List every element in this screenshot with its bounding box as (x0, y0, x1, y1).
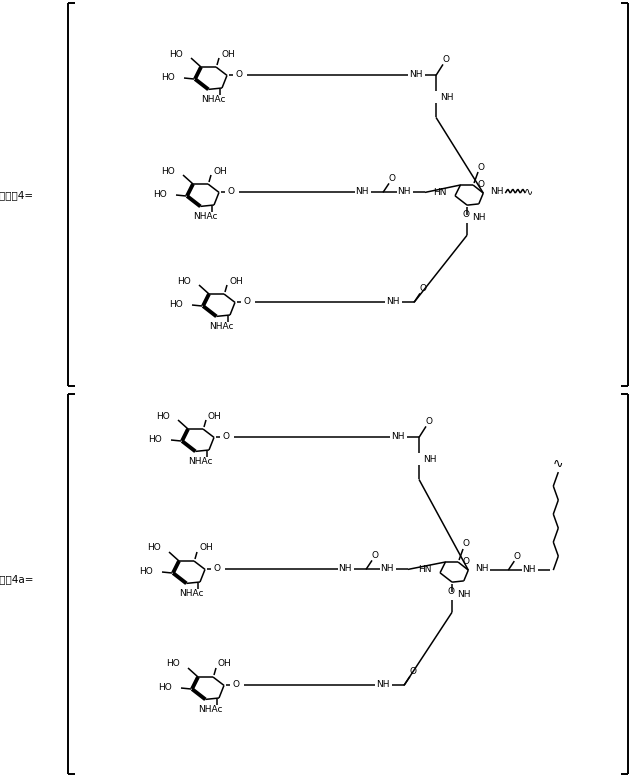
Text: OH: OH (229, 277, 243, 285)
Text: NHAc: NHAc (193, 212, 218, 221)
Text: OH: OH (199, 544, 212, 552)
Text: HO: HO (156, 411, 170, 421)
Text: NHAc: NHAc (201, 95, 225, 104)
Text: HO: HO (169, 299, 183, 308)
Text: NH: NH (522, 565, 536, 573)
Text: HN: HN (433, 189, 447, 197)
Text: O: O (243, 297, 250, 306)
Text: NH: NH (423, 455, 436, 464)
Text: O: O (447, 587, 454, 596)
Text: NHAc: NHAc (209, 322, 234, 331)
Text: O: O (477, 163, 484, 171)
Text: NH: NH (380, 564, 394, 573)
Text: HN: HN (419, 566, 432, 574)
Text: O: O (388, 174, 396, 183)
Text: O: O (477, 179, 484, 189)
Text: ∿: ∿ (524, 186, 533, 196)
Text: HO: HO (148, 435, 162, 443)
Text: O: O (463, 540, 470, 548)
Text: NH: NH (391, 432, 404, 441)
Text: NHAc: NHAc (188, 457, 212, 466)
Text: NHAc: NHAc (179, 589, 204, 598)
Text: O: O (232, 680, 239, 689)
Text: コンジュゲート4a=: コンジュゲート4a= (0, 574, 34, 584)
Text: HO: HO (158, 682, 172, 692)
Text: NH: NH (440, 93, 454, 102)
Text: NH: NH (472, 213, 486, 222)
Text: OH: OH (221, 50, 235, 58)
Text: OH: OH (213, 167, 227, 175)
Text: O: O (419, 284, 426, 293)
Text: NH: NH (376, 680, 390, 689)
Text: NH: NH (490, 187, 504, 196)
Text: HO: HO (161, 72, 175, 82)
Text: HO: HO (169, 50, 183, 58)
Text: O: O (410, 667, 417, 676)
Text: OH: OH (208, 411, 221, 421)
Text: NH: NH (457, 590, 470, 598)
Text: O: O (463, 210, 470, 219)
Text: O: O (371, 551, 378, 560)
Text: NH: NH (397, 187, 411, 196)
Text: HO: HO (161, 167, 175, 175)
Text: HO: HO (153, 189, 167, 199)
Text: NH: NH (476, 563, 489, 573)
Text: コンジュゲート4=: コンジュゲート4= (0, 190, 34, 200)
Text: O: O (462, 556, 469, 566)
Text: O: O (214, 564, 221, 573)
Text: ∿: ∿ (553, 457, 564, 471)
Text: NHAc: NHAc (198, 705, 223, 714)
Text: O: O (223, 432, 230, 441)
Text: NH: NH (339, 564, 352, 573)
Text: O: O (514, 552, 521, 561)
Text: HO: HO (166, 660, 180, 668)
Text: O: O (426, 417, 433, 426)
Text: OH: OH (218, 660, 232, 668)
Text: O: O (227, 187, 234, 196)
Text: O: O (236, 70, 243, 79)
Text: HO: HO (147, 544, 161, 552)
Text: HO: HO (177, 277, 191, 285)
Text: O: O (442, 55, 449, 64)
Text: NH: NH (409, 70, 423, 79)
Text: HO: HO (140, 566, 153, 576)
Text: NH: NH (355, 187, 369, 196)
Text: NH: NH (387, 297, 400, 306)
